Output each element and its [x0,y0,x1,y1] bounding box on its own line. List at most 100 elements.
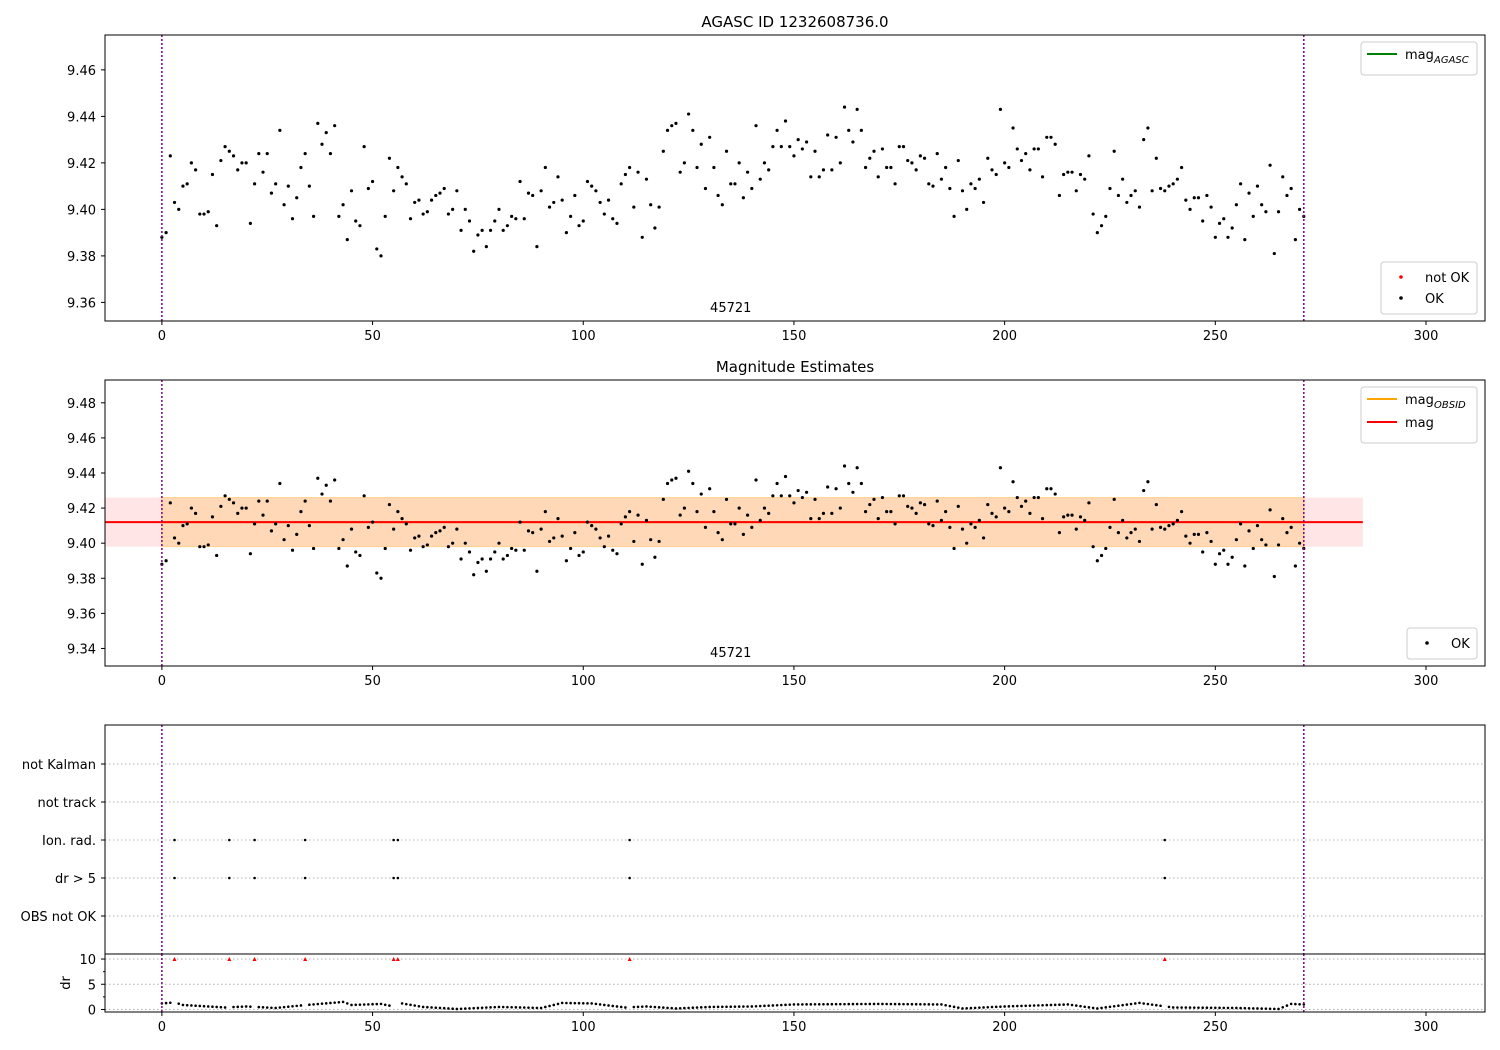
data-point [724,497,729,501]
dr-point [514,1006,518,1009]
dr-point [860,1002,863,1006]
data-point [1125,200,1129,205]
data-point [543,165,547,170]
x-tick-label: 100 [571,674,596,689]
dr-point [771,1004,775,1007]
data-point [1268,508,1272,512]
data-point [1297,207,1302,211]
axes-frame [104,34,1486,322]
data-point [484,569,488,573]
dr-point [999,1005,1002,1008]
dr-point [1268,1007,1272,1011]
data-point [863,509,868,514]
data-point [758,177,762,181]
dr-point [244,1005,248,1008]
data-point [830,168,834,172]
y-tick-label: 9.48 [67,397,96,412]
data-point [459,557,463,561]
dr-point [784,1003,787,1007]
data-point [556,175,560,179]
data-point [986,156,990,160]
flag-point [396,838,400,842]
data-point [362,145,366,149]
flag-point [228,876,231,880]
data-point [691,481,695,486]
data-point [657,205,661,209]
data-point [1003,506,1007,510]
data-point [939,177,944,181]
data-point [1293,564,1297,568]
data-point [185,522,189,526]
dr-point [1146,1002,1150,1006]
data-point [1057,193,1062,198]
dr-point [868,1002,872,1006]
data-point [181,524,185,528]
data-point [387,502,392,507]
data-point [362,494,366,498]
data-point [674,476,678,480]
data-point [358,224,362,228]
legend-marker [1425,641,1429,645]
data-point [455,189,459,193]
data-point [994,515,998,519]
data-point [699,142,703,146]
dr-point [678,1006,682,1010]
dr-point [830,1002,834,1006]
dr-point [345,1002,349,1005]
data-point [488,557,493,561]
dr-point [362,1003,366,1006]
dr-point [657,1006,661,1009]
legend-upper-box [1360,41,1478,76]
data-point [851,490,855,494]
data-point [1255,524,1260,528]
data-point [1255,184,1260,188]
data-point [539,527,543,531]
data-point [758,518,762,522]
data-point [202,212,206,216]
data-point [1053,492,1057,496]
dr-point [914,1002,918,1006]
dr-point [674,1007,678,1010]
dr-point [531,1006,534,1010]
data-point [977,518,981,522]
dr-point [1239,1006,1242,1010]
data-point [910,161,914,165]
dr-point [851,1002,855,1006]
dr-point [1083,1005,1086,1009]
data-point [657,539,661,544]
data-point [1024,151,1028,156]
data-point [687,469,691,473]
dr-point [442,1006,446,1010]
data-point [594,527,598,531]
data-point [859,128,863,132]
dr-point [754,1004,758,1008]
data-point [265,499,269,503]
data-point [1070,513,1074,517]
data-point [918,501,922,505]
dr-point [1070,1003,1074,1007]
y-tick-label: 9.44 [67,110,96,125]
data-point [421,545,425,549]
data-point [547,205,552,209]
flag-row-label: not Kalman [22,758,96,773]
data-point [1146,480,1150,484]
data-point [501,557,505,561]
data-point [817,517,821,521]
dr-point [1167,1005,1171,1009]
data-point [413,536,417,540]
data-point [623,515,627,519]
dr-point [1028,1004,1032,1007]
data-point [729,182,733,186]
data-point [935,499,939,503]
data-point [522,217,526,221]
data-point [817,175,821,179]
data-point [606,198,611,202]
data-point [914,168,918,172]
data-point [927,182,931,186]
data-point [1226,562,1230,566]
data-point [164,559,168,563]
flag-row-label: OBS not OK [21,910,97,925]
data-point [665,481,670,486]
data-point [981,200,986,205]
data-point [227,497,231,501]
